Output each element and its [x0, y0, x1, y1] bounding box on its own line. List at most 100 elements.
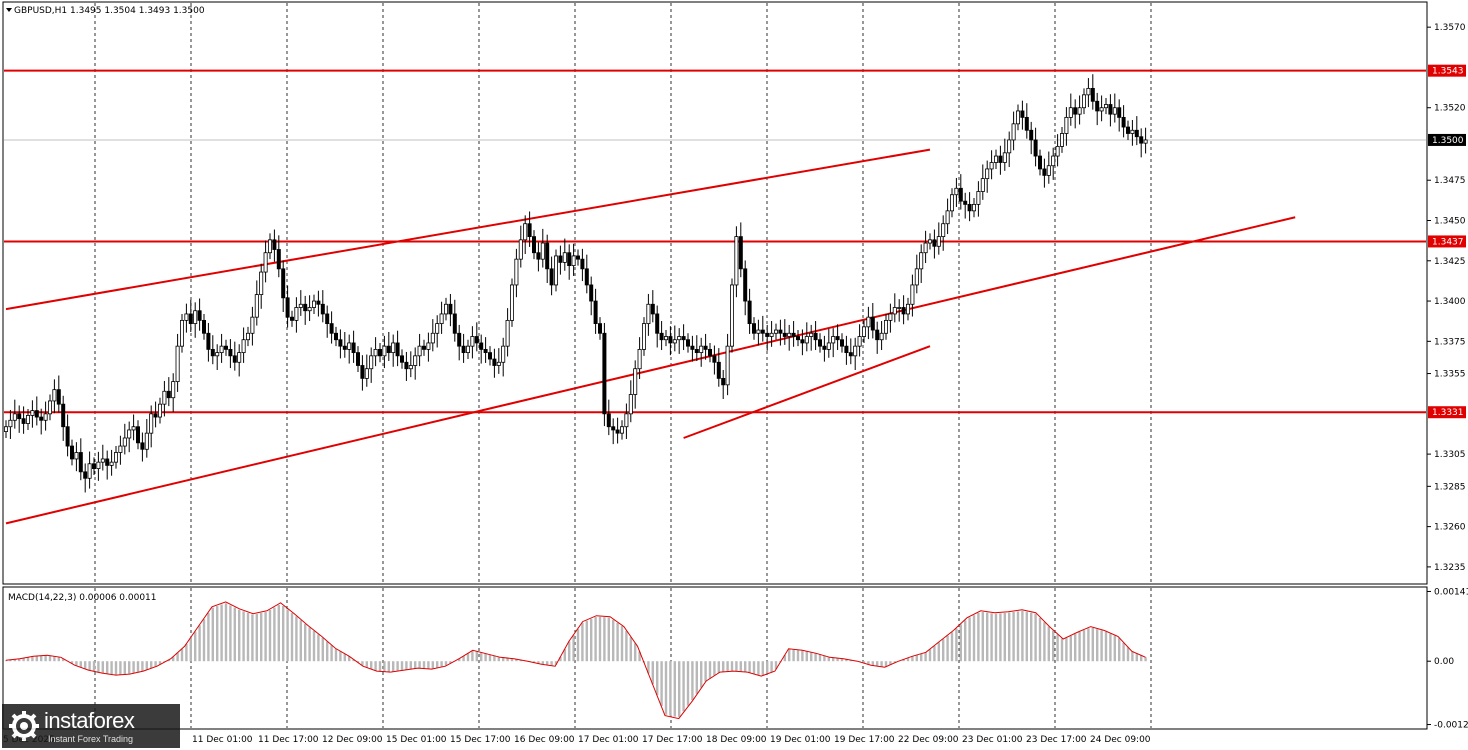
- candle: [289, 310, 294, 327]
- price-panel-frame: [2, 1, 1428, 585]
- candle-body-up: [408, 365, 413, 370]
- candle: [576, 249, 581, 266]
- header-dropdown-icon[interactable]: [6, 8, 12, 12]
- candle: [659, 321, 664, 351]
- candle-body-up: [298, 303, 303, 308]
- candle: [386, 331, 391, 361]
- candle-body-down: [166, 390, 171, 399]
- candle: [369, 347, 374, 383]
- candle-body-up: [131, 426, 136, 431]
- candle: [945, 198, 950, 235]
- candle: [910, 274, 915, 317]
- candle-body-up: [514, 258, 519, 286]
- candle: [989, 150, 994, 180]
- candle-body-up: [853, 345, 858, 357]
- candle-body-down: [1024, 116, 1029, 131]
- candle: [950, 188, 955, 218]
- candle-body-up: [928, 239, 933, 244]
- candle-body-up: [1077, 107, 1082, 115]
- candle: [281, 260, 286, 313]
- candle-body-up: [184, 313, 189, 321]
- candle: [157, 397, 162, 424]
- candle-body-down: [281, 268, 286, 299]
- candle: [448, 293, 453, 327]
- candle-body-up: [215, 352, 220, 357]
- x-tick-label: 18 Dec 09:00: [706, 735, 767, 745]
- candle: [919, 244, 924, 284]
- candle: [809, 324, 814, 351]
- candle: [1121, 105, 1126, 138]
- candle: [153, 401, 158, 428]
- candle: [734, 226, 739, 298]
- candle: [536, 242, 541, 272]
- candle: [571, 243, 576, 276]
- candle: [972, 197, 977, 218]
- candle: [303, 295, 308, 325]
- candle: [703, 333, 708, 360]
- candle: [505, 308, 510, 357]
- candle: [4, 420, 9, 438]
- candle-body-up: [219, 345, 224, 354]
- trendline: [5, 148, 931, 311]
- candle: [219, 333, 224, 363]
- candle: [1029, 121, 1034, 155]
- candle: [967, 192, 972, 222]
- candle-body-down: [584, 268, 589, 286]
- candle: [699, 337, 704, 367]
- candle-body-down: [602, 332, 607, 415]
- candle: [92, 457, 97, 476]
- candle-body-down: [870, 316, 875, 331]
- candle-body-down: [228, 348, 233, 357]
- candle: [210, 335, 215, 365]
- candle: [1143, 127, 1148, 154]
- candle: [1086, 78, 1091, 108]
- candle-body-down: [78, 452, 83, 473]
- candle-body-down: [39, 416, 44, 421]
- candle-body-down: [474, 336, 479, 344]
- candle-body-down: [399, 355, 404, 363]
- candle: [457, 324, 462, 361]
- candle-body-up: [888, 313, 893, 321]
- candle-body-up: [562, 252, 567, 263]
- candle: [1117, 99, 1122, 132]
- candle: [681, 324, 686, 351]
- x-tick-label: 11 Dec 17:00: [258, 735, 319, 745]
- candle-body-down: [56, 389, 61, 405]
- candle: [179, 313, 184, 353]
- candle: [316, 290, 321, 317]
- candle-body-up: [74, 452, 79, 460]
- candle: [83, 463, 88, 493]
- candle: [518, 225, 523, 268]
- candle-body-up: [122, 437, 127, 447]
- candle-body-up: [540, 242, 545, 260]
- candle: [100, 444, 105, 471]
- candle: [377, 342, 382, 363]
- candle: [12, 399, 17, 429]
- candle: [338, 329, 343, 359]
- candle-body-down: [932, 239, 937, 247]
- candle: [245, 326, 250, 347]
- watermark-tagline: Instant Forex Trading: [48, 734, 134, 744]
- candle-body-down: [355, 352, 360, 366]
- candle-body-down: [901, 307, 906, 315]
- candle-body-down: [360, 365, 365, 379]
- candle-body-up: [347, 342, 352, 350]
- candle-body-up: [496, 361, 501, 366]
- candle: [743, 260, 748, 316]
- candle: [760, 315, 765, 342]
- level-label: 1.3331: [1432, 408, 1464, 418]
- candle-body-up: [866, 316, 871, 328]
- candle: [1068, 93, 1073, 126]
- candle-body-down: [615, 429, 620, 434]
- candle: [875, 321, 880, 354]
- candle-body-down: [791, 332, 796, 337]
- candle: [250, 306, 255, 346]
- candle: [351, 330, 356, 363]
- candle-body-up: [435, 323, 440, 334]
- candle: [998, 145, 1003, 175]
- candle-body-down: [303, 303, 308, 312]
- candle-body-up: [756, 329, 761, 334]
- candle-body-down: [593, 300, 598, 325]
- candle-body-up: [162, 390, 167, 405]
